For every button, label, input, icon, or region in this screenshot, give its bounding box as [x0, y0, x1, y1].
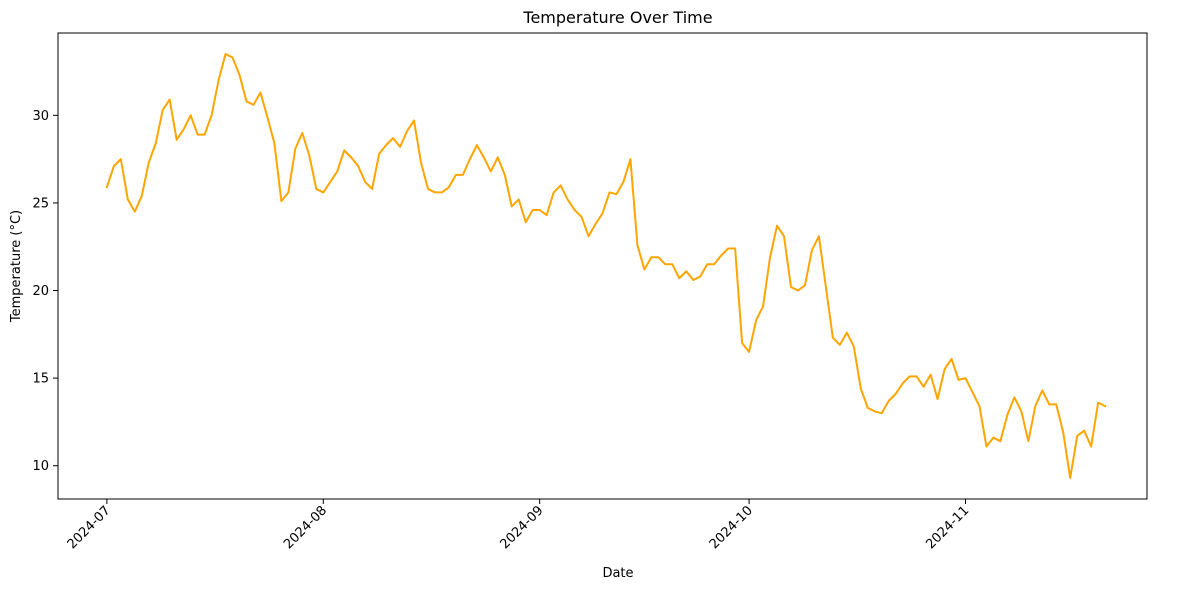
plot-area: [58, 33, 1147, 499]
y-tick-label: 20: [32, 284, 49, 299]
plot-frame: [57, 32, 1148, 500]
plot-background: [58, 33, 1147, 499]
x-axis-label: Date: [602, 566, 633, 581]
chart-title: Temperature Over Time: [522, 8, 712, 27]
y-axis: 10 15 20 25 30: [32, 109, 58, 474]
y-tick-label: 25: [32, 196, 49, 211]
y-tick-label: 30: [32, 109, 49, 124]
y-axis-label: Temperature (°C): [9, 210, 24, 323]
y-tick-label: 15: [32, 372, 49, 387]
temperature-series-line: [105, 53, 1107, 479]
y-tick-label: 10: [32, 459, 49, 474]
